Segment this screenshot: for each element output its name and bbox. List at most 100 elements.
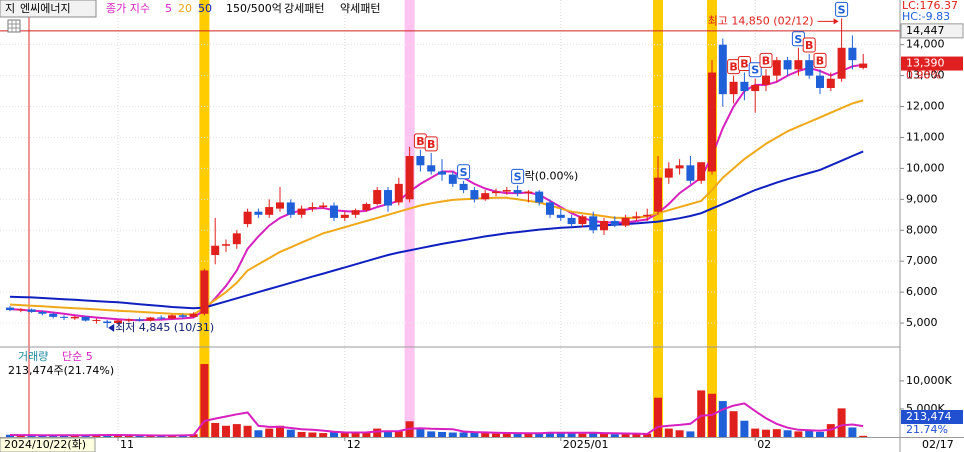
volume-bar (362, 431, 371, 437)
candle-body (124, 319, 133, 321)
pattern-label: 150/500억 (226, 2, 282, 15)
volume-bar (751, 428, 760, 437)
pattern-strong[interactable]: 강세패턴 (284, 2, 324, 15)
volume-ratio-label: 21.74% (906, 423, 948, 436)
volume-bar (492, 433, 500, 437)
end-date: 02/17 (922, 438, 954, 451)
volume-legend[interactable]: 단순 5 (62, 350, 93, 363)
candle-body (330, 205, 338, 218)
y-tick-label: 10,000K (906, 374, 952, 387)
candle-body (70, 316, 79, 319)
volume-bar (794, 431, 803, 437)
volume-bar (535, 432, 544, 437)
candle-body (826, 78, 835, 88)
candle-body (772, 60, 781, 76)
candle-body (492, 191, 500, 194)
volume-bar (243, 425, 252, 437)
x-tick-label: 2025/01 (563, 438, 609, 451)
volume-bar (610, 434, 619, 437)
candle-body (135, 319, 144, 321)
volume-bar (114, 435, 122, 437)
volume-bar (16, 435, 25, 437)
candle-body (610, 220, 619, 226)
volume-bar (438, 431, 446, 437)
volume-bar (211, 422, 220, 437)
candle-body (6, 307, 14, 311)
last-price-label: 13,390 (906, 57, 945, 70)
candle-body (751, 84, 760, 92)
volume-bar (297, 431, 306, 437)
y-tick-label: 7,000 (906, 254, 938, 267)
candle-body (308, 207, 317, 209)
last-price-box (901, 56, 963, 71)
ma-line (9, 402, 864, 437)
volume-bar (394, 431, 403, 437)
candle-body (686, 165, 695, 181)
pattern-weak[interactable]: 약세패턴 (340, 1, 380, 15)
volume-bar (859, 435, 868, 437)
candle-body (643, 214, 652, 217)
candle-body (222, 244, 230, 246)
candle-body (632, 216, 641, 218)
volume-bar (816, 431, 824, 437)
volume-bar (589, 431, 598, 437)
volume-bar (470, 431, 479, 437)
stock-name[interactable]: 엔씨에너지 (20, 2, 71, 15)
event-annotation: 락(0.00%) (525, 169, 579, 182)
volume-bar (265, 428, 274, 437)
candle-body (675, 165, 684, 169)
candle-body (448, 174, 457, 184)
volume-bar (740, 420, 749, 437)
candle-body (416, 156, 425, 166)
reference-label: 14,447 (906, 24, 945, 37)
market-label: 지 (5, 2, 15, 15)
grid-icon[interactable] (7, 19, 21, 33)
signal-box (759, 52, 773, 68)
pattern-bands (199, 0, 717, 437)
candle-body (729, 81, 738, 95)
lc-label: LC:176.37 (902, 0, 958, 12)
volume-bar (772, 429, 781, 437)
volume-bar (222, 425, 230, 437)
high-arrow-head (833, 18, 839, 25)
volume-bar (697, 390, 706, 437)
signal-label: B (427, 138, 435, 151)
volume-bar (200, 364, 209, 437)
candle-body (200, 270, 209, 314)
signal-label: B (416, 135, 424, 148)
signal-label: S (751, 64, 759, 77)
candle-body (546, 202, 554, 215)
candle-body (27, 309, 36, 312)
y-tick-label: 13,000 (906, 69, 945, 82)
legend-ma50[interactable]: 50 (198, 2, 212, 15)
volume-bar (416, 429, 425, 437)
volume-bar (481, 433, 490, 437)
signal-label: B (805, 39, 813, 52)
signal-box (835, 1, 849, 17)
high-annotation: 최고 14,850 (02/12) (708, 14, 814, 27)
legend-ma5[interactable]: 5 (165, 2, 172, 15)
candle-body (168, 315, 176, 319)
candle-body (859, 63, 868, 68)
ma-line (9, 150, 864, 310)
volume-bar (373, 428, 382, 437)
volume-bar (276, 425, 284, 437)
legend-ma20[interactable]: 20 (178, 2, 192, 15)
signal-label: B (762, 54, 770, 67)
signal-box (511, 168, 525, 184)
low-annotation: 최저 4,845 (10/31) (115, 321, 214, 334)
candle-body (470, 190, 479, 200)
volume-bar (286, 429, 295, 437)
candle-body (60, 316, 68, 318)
candle-body (157, 317, 166, 319)
pattern-band (653, 0, 663, 437)
y-tick-label: 11,000 (906, 130, 945, 143)
hc-label: HC:-9.83 (902, 10, 950, 23)
volume-bar (729, 411, 738, 437)
candle-body (16, 309, 25, 311)
candle-body (697, 162, 706, 181)
ma-line (9, 99, 864, 316)
